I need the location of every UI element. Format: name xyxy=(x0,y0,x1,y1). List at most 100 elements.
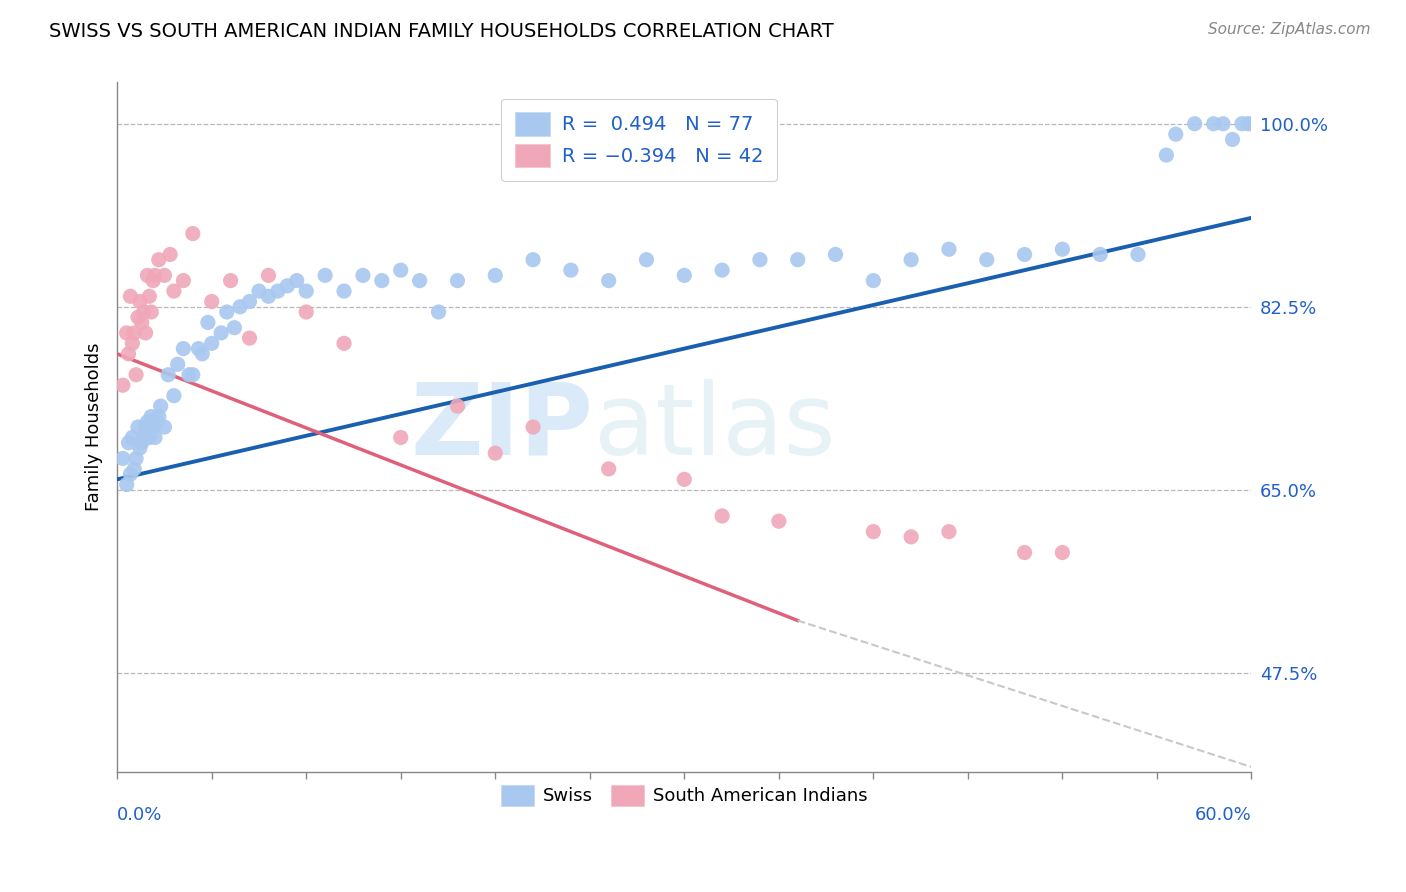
Point xyxy=(1212,117,1234,131)
Point xyxy=(136,268,159,283)
Point xyxy=(333,336,356,351)
Point xyxy=(159,247,181,261)
Point xyxy=(153,420,176,434)
Point xyxy=(117,347,139,361)
Point xyxy=(148,409,170,424)
Point xyxy=(352,268,374,283)
Point xyxy=(636,252,658,267)
Point xyxy=(824,247,846,261)
Point xyxy=(201,336,224,351)
Point xyxy=(132,430,155,444)
Point xyxy=(560,263,582,277)
Point xyxy=(157,368,180,382)
Point xyxy=(1126,247,1149,261)
Point xyxy=(142,420,165,434)
Point xyxy=(143,430,166,444)
Point xyxy=(135,326,157,340)
Point xyxy=(125,368,148,382)
Point xyxy=(149,399,172,413)
Point xyxy=(938,524,960,539)
Point xyxy=(115,477,138,491)
Point xyxy=(257,289,280,303)
Point xyxy=(121,336,143,351)
Point xyxy=(122,462,145,476)
Point xyxy=(389,430,412,444)
Point xyxy=(976,252,998,267)
Point xyxy=(172,274,194,288)
Point xyxy=(135,420,157,434)
Point xyxy=(127,420,149,434)
Point xyxy=(314,268,336,283)
Point xyxy=(900,530,922,544)
Point xyxy=(900,252,922,267)
Point xyxy=(267,284,290,298)
Point xyxy=(191,347,214,361)
Point xyxy=(143,268,166,283)
Point xyxy=(128,294,150,309)
Point xyxy=(163,284,186,298)
Point xyxy=(285,274,308,288)
Point xyxy=(371,274,394,288)
Point xyxy=(446,274,468,288)
Point xyxy=(673,268,696,283)
Point xyxy=(120,467,142,482)
Point xyxy=(181,368,204,382)
Point xyxy=(128,441,150,455)
Point xyxy=(1202,117,1225,131)
Text: ZIP: ZIP xyxy=(411,378,593,475)
Point xyxy=(1236,117,1258,131)
Point xyxy=(295,305,318,319)
Point xyxy=(238,294,260,309)
Point xyxy=(711,263,734,277)
Point xyxy=(177,368,200,382)
Point xyxy=(862,274,884,288)
Point xyxy=(1184,117,1206,131)
Point xyxy=(748,252,770,267)
Point xyxy=(522,252,544,267)
Point xyxy=(276,278,298,293)
Point xyxy=(141,409,163,424)
Text: atlas: atlas xyxy=(593,378,835,475)
Point xyxy=(136,415,159,429)
Point xyxy=(862,524,884,539)
Point xyxy=(172,342,194,356)
Point xyxy=(1230,117,1253,131)
Point xyxy=(132,305,155,319)
Point xyxy=(1164,127,1187,141)
Point xyxy=(786,252,808,267)
Point xyxy=(153,268,176,283)
Legend: Swiss, South American Indians: Swiss, South American Indians xyxy=(494,778,875,813)
Y-axis label: Family Households: Family Households xyxy=(86,343,103,511)
Point xyxy=(138,289,160,303)
Point xyxy=(389,263,412,277)
Point xyxy=(938,242,960,256)
Point xyxy=(1052,242,1074,256)
Point xyxy=(598,274,620,288)
Point xyxy=(598,462,620,476)
Point xyxy=(122,326,145,340)
Point xyxy=(768,514,790,528)
Point xyxy=(115,326,138,340)
Point xyxy=(1156,148,1178,162)
Point xyxy=(127,310,149,325)
Point xyxy=(1240,117,1263,131)
Point xyxy=(219,274,242,288)
Point xyxy=(141,305,163,319)
Point xyxy=(1088,247,1111,261)
Text: Source: ZipAtlas.com: Source: ZipAtlas.com xyxy=(1208,22,1371,37)
Point xyxy=(238,331,260,345)
Point xyxy=(187,342,209,356)
Point xyxy=(146,415,169,429)
Point xyxy=(673,472,696,486)
Point xyxy=(446,399,468,413)
Point xyxy=(408,274,430,288)
Point xyxy=(117,435,139,450)
Point xyxy=(711,508,734,523)
Point xyxy=(142,274,165,288)
Point xyxy=(257,268,280,283)
Point xyxy=(111,378,134,392)
Point xyxy=(166,357,188,371)
Point xyxy=(131,315,153,329)
Point xyxy=(333,284,356,298)
Text: 60.0%: 60.0% xyxy=(1195,805,1251,823)
